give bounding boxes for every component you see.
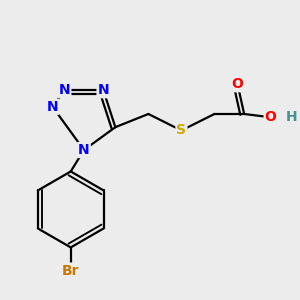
Text: H: H: [286, 110, 298, 124]
Text: O: O: [232, 77, 244, 91]
Text: Br: Br: [62, 263, 80, 278]
Text: N: N: [78, 143, 90, 157]
Text: N: N: [98, 83, 109, 97]
Text: O: O: [265, 110, 277, 124]
Text: S: S: [176, 124, 186, 137]
Text: N: N: [47, 100, 58, 114]
Text: N: N: [59, 83, 70, 97]
